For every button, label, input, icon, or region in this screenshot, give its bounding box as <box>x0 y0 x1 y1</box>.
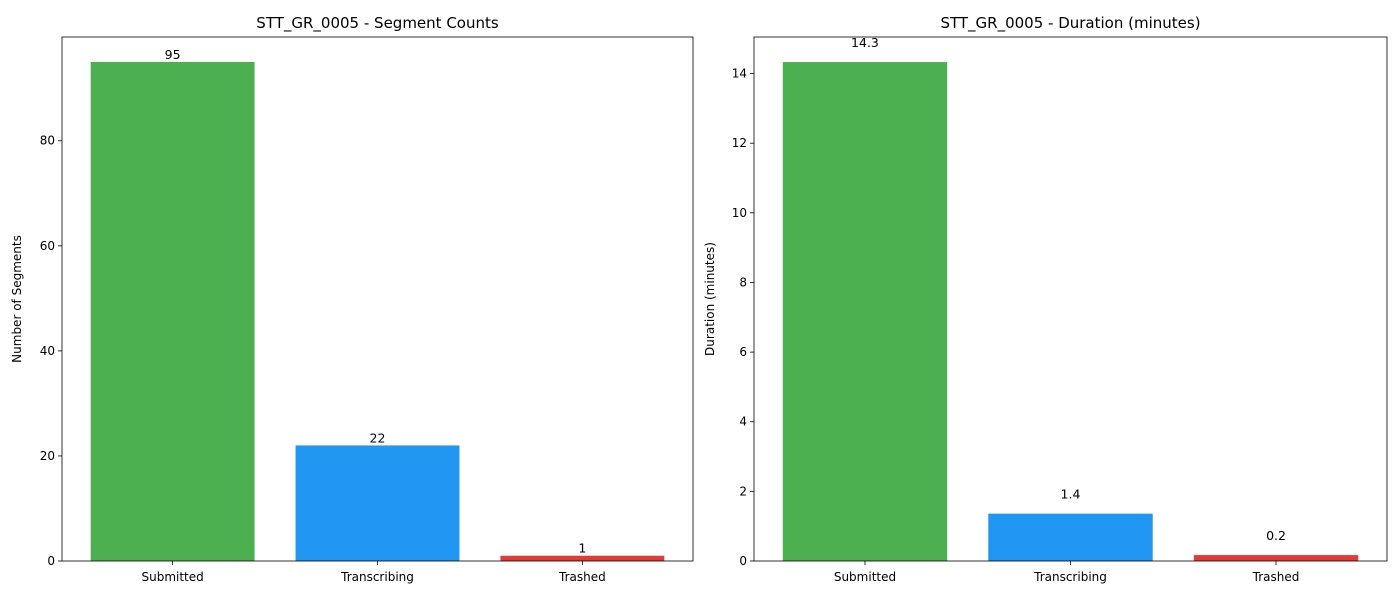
duration-y-tick-label: 4 <box>739 415 747 429</box>
duration-bar-submitted <box>782 62 948 561</box>
duration-x-tick-label: Transcribing <box>1033 570 1107 584</box>
counts-y-tick-label: 80 <box>40 134 55 148</box>
counts-x-tick-label: Submitted <box>141 570 203 584</box>
counts-x-tick-label: Transcribing <box>340 570 414 584</box>
counts-y-axis-label: Number of Segments <box>10 235 24 363</box>
duration-y-tick-label: 2 <box>739 484 747 498</box>
duration-value-label-submitted: 14.3 <box>851 35 879 50</box>
duration-value-label-trashed: 0.2 <box>1266 528 1286 543</box>
counts-plot-frame <box>61 36 694 562</box>
duration-bar-trashed <box>1193 555 1359 561</box>
duration-bar-transcribing <box>988 513 1153 561</box>
counts-y-tick-label: 40 <box>40 344 55 358</box>
duration-y-tick-label: 14 <box>732 67 747 81</box>
duration-y-tick-label: 8 <box>739 275 747 289</box>
counts-value-label-trashed: 1 <box>578 541 586 556</box>
counts-x-tick-label: Trashed <box>558 570 606 584</box>
counts-y-tick-label: 20 <box>40 449 55 463</box>
counts-chart-title: STT_GR_0005 - Segment Counts <box>256 14 499 33</box>
duration-y-tick-label: 0 <box>739 554 747 568</box>
duration-value-label-transcribing: 1.4 <box>1061 487 1081 502</box>
segment-counts-chart: STT_GR_0005 - Segment Counts 95 Submitted 2… <box>10 14 694 584</box>
counts-value-label-submitted: 95 <box>165 47 181 62</box>
duration-y-tick-label: 12 <box>732 136 747 150</box>
duration-plot-frame <box>753 36 1388 562</box>
counts-bar-submitted <box>90 61 255 561</box>
duration-y-tick-label: 6 <box>739 345 747 359</box>
counts-bar-trashed <box>500 555 665 561</box>
counts-y-tick-label: 0 <box>47 554 55 568</box>
duration-chart: STT_GR_0005 - Duration (minutes) 14.3 Subm… <box>703 14 1388 584</box>
counts-value-label-transcribing: 22 <box>370 430 386 445</box>
duration-y-axis-label: Duration (minutes) <box>703 242 717 356</box>
duration-chart-title: STT_GR_0005 - Duration (minutes) <box>940 14 1200 33</box>
duration-x-tick-label: Trashed <box>1252 570 1300 584</box>
duration-x-tick-label: Submitted <box>834 570 896 584</box>
counts-bar-transcribing <box>295 445 460 561</box>
duration-y-tick-label: 10 <box>732 206 747 220</box>
counts-y-tick-label: 60 <box>40 239 55 253</box>
